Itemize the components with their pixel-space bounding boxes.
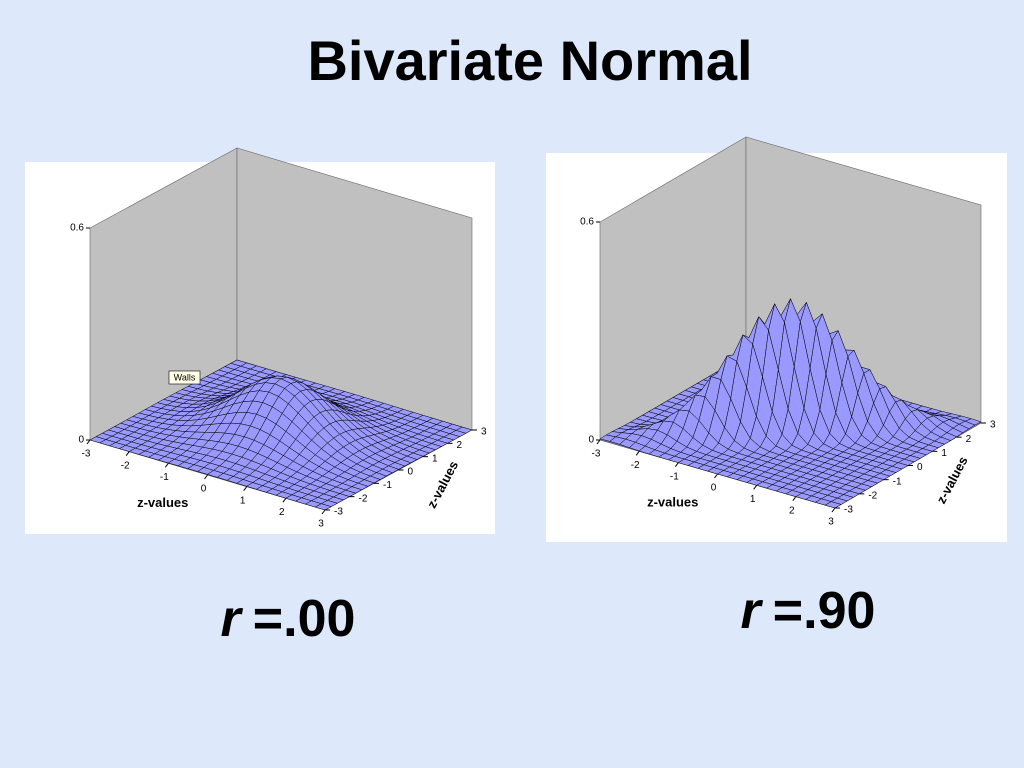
y-tick-label: 0 xyxy=(917,462,923,473)
y-tick-label: 0 xyxy=(408,467,414,478)
x-tick-label: -1 xyxy=(160,472,169,483)
x-tick-label: -3 xyxy=(592,449,601,460)
y-tick-label: 3 xyxy=(990,420,996,431)
x-tick-label: 2 xyxy=(789,505,795,516)
surface-patch xyxy=(824,501,842,509)
x-tick xyxy=(635,451,640,456)
y-tick-label: 2 xyxy=(457,440,463,451)
x-tick xyxy=(596,439,601,445)
caption-symbol: r xyxy=(221,590,244,648)
surface-patch xyxy=(314,503,332,511)
x-tick-label: -2 xyxy=(631,460,640,471)
z-tick-label: 0 xyxy=(588,435,594,446)
y-tick-label: -3 xyxy=(844,505,853,516)
x-tick-label: 3 xyxy=(318,519,324,530)
x-tick-label: 2 xyxy=(279,507,285,518)
x-tick-label: -2 xyxy=(121,460,130,471)
x-tick-label: -1 xyxy=(670,471,679,482)
y-tick-label: -2 xyxy=(359,493,368,504)
x-tick-label: -3 xyxy=(82,449,91,460)
x-tick xyxy=(125,451,130,456)
y-tick-label: -3 xyxy=(334,507,343,518)
y-tick-label: 1 xyxy=(941,448,947,459)
x-tick xyxy=(164,463,169,468)
y-tick-label: 3 xyxy=(481,427,487,438)
x-tick xyxy=(321,509,326,515)
x-tick xyxy=(674,462,679,467)
x-tick-label: 1 xyxy=(750,494,756,505)
y-tick-label: -1 xyxy=(383,480,392,491)
slide-title: Bivariate Normal xyxy=(307,29,752,92)
annotation-box xyxy=(168,370,201,385)
y-tick-label: -1 xyxy=(893,476,902,487)
x-tick-label: 0 xyxy=(201,484,207,495)
caption: r =.00 xyxy=(221,590,356,648)
annotation: Walls xyxy=(174,372,196,382)
x-tick xyxy=(204,474,208,480)
x-tick-label: 1 xyxy=(240,495,246,506)
y-tick-label: 2 xyxy=(966,434,972,445)
x-tick xyxy=(282,498,287,503)
x-tick xyxy=(714,473,718,479)
x-tick-label: 3 xyxy=(828,517,834,528)
z-tick-label: 0.6 xyxy=(580,217,594,228)
z-tick-label: 0.6 xyxy=(70,223,84,234)
y-tick-label: -2 xyxy=(868,490,877,501)
x-tick xyxy=(792,496,797,501)
x-axis-label: z-values xyxy=(647,494,698,509)
caption-symbol: r xyxy=(741,582,764,640)
y-tick-label: 1 xyxy=(432,453,438,464)
surface xyxy=(89,359,473,511)
caption: r =.90 xyxy=(741,582,876,640)
x-axis-label: z-values xyxy=(137,495,188,510)
x-tick-label: 0 xyxy=(711,483,717,494)
surface xyxy=(599,298,982,509)
x-tick xyxy=(831,507,836,513)
caption-value: =.00 xyxy=(253,590,356,648)
x-tick xyxy=(753,485,758,490)
caption-value: =.90 xyxy=(773,582,876,640)
x-tick xyxy=(243,486,248,491)
x-tick xyxy=(86,439,91,445)
z-tick-label: 0 xyxy=(78,435,84,446)
